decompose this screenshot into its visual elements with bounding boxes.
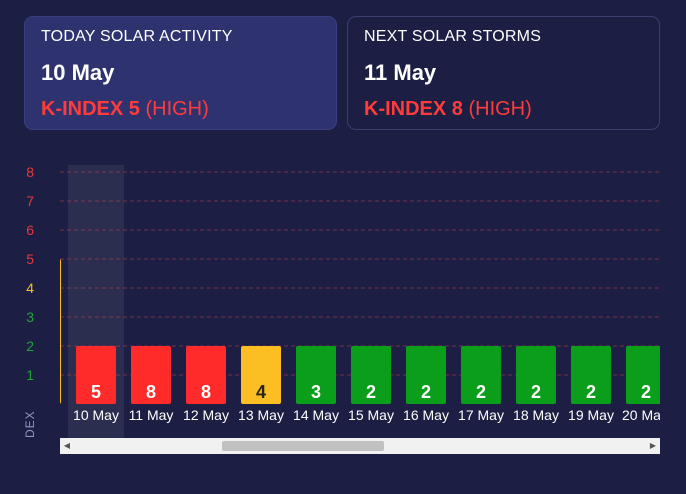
y-tick-label: 1: [26, 367, 34, 383]
y-tick-label: 9: [26, 150, 34, 151]
scroll-right-arrow-icon[interactable]: ▶: [649, 441, 657, 450]
y-axis-title: K-INDEX: [23, 410, 37, 440]
today-card-title: TODAY SOLAR ACTIVITY: [41, 28, 233, 45]
bars-group: y 5 10 May 8 11 May 8 12 May 4 13 May 3 14 May 2 15 …: [38, 259, 661, 423]
next-kindex-level: (HIGH): [468, 98, 532, 120]
bar: [186, 346, 226, 404]
bar-value-label: 2: [366, 382, 376, 402]
y-tick-label: 7: [26, 193, 34, 209]
bar-value-label: 2: [476, 382, 486, 402]
x-tick-label-partial-left: y: [38, 407, 45, 423]
bar: [241, 346, 281, 404]
x-tick-label: 19 May: [568, 407, 614, 423]
x-tick-label: 20 Ma: [622, 407, 661, 423]
next-card-title: NEXT SOLAR STORMS: [364, 28, 542, 45]
bar: [571, 346, 611, 404]
next-kindex: K-INDEX 8 (HIGH): [364, 98, 643, 121]
bar-value-label: 8: [201, 382, 211, 402]
bar-partial-left: [60, 259, 61, 404]
y-tick-label: 2: [26, 338, 34, 354]
x-tick-label: 12 May: [183, 407, 229, 423]
bar-value-label: 4: [256, 382, 266, 402]
next-kindex-value: K-INDEX 8: [364, 98, 463, 120]
scroll-thumb[interactable]: [222, 441, 384, 451]
today-kindex-value: K-INDEX 5: [41, 98, 140, 120]
bar-value-label: 2: [586, 382, 596, 402]
bar: [76, 346, 116, 404]
today-kindex: K-INDEX 5 (HIGH): [41, 98, 320, 121]
bar: [516, 346, 556, 404]
bar-value-label: 2: [641, 382, 651, 402]
scroll-left-arrow-icon[interactable]: ◀: [63, 441, 71, 450]
bar-value-label: 2: [421, 382, 431, 402]
y-tick-label: 6: [26, 222, 34, 238]
today-date: 10 May: [41, 60, 115, 85]
y-tick-label: 4: [26, 280, 34, 296]
x-tick-label: 15 May: [348, 407, 394, 423]
bar: [461, 346, 501, 404]
y-tick-label: 5: [26, 251, 34, 267]
chart-horizontal-scrollbar[interactable]: ◀ ▶: [60, 438, 660, 454]
bar-value-label: 8: [146, 382, 156, 402]
bar: [131, 346, 171, 404]
today-kindex-level: (HIGH): [145, 98, 209, 120]
x-tick-label: 11 May: [129, 407, 174, 423]
bar: [626, 346, 660, 404]
y-tick-label: 8: [26, 164, 34, 180]
x-tick-label: 10 May: [73, 407, 119, 423]
bar-value-label: 3: [311, 382, 321, 402]
x-tick-label: 14 May: [293, 407, 339, 423]
x-tick-label: 13 May: [238, 407, 284, 423]
x-tick-label: 17 May: [458, 407, 504, 423]
bar-value-label: 5: [91, 382, 101, 402]
bar-value-label: 2: [531, 382, 541, 402]
bar: [351, 346, 391, 404]
today-activity-card: TODAY SOLAR ACTIVITY 10 May K-INDEX 5 (H…: [24, 16, 337, 130]
bar: [406, 346, 446, 404]
x-tick-label: 16 May: [403, 407, 449, 423]
x-tick-label: 18 May: [513, 407, 559, 423]
next-date: 11 May: [364, 60, 437, 85]
bar: [296, 346, 336, 404]
y-tick-label: 3: [26, 309, 34, 325]
next-storms-card: NEXT SOLAR STORMS 11 May K-INDEX 8 (HIGH…: [347, 16, 660, 130]
